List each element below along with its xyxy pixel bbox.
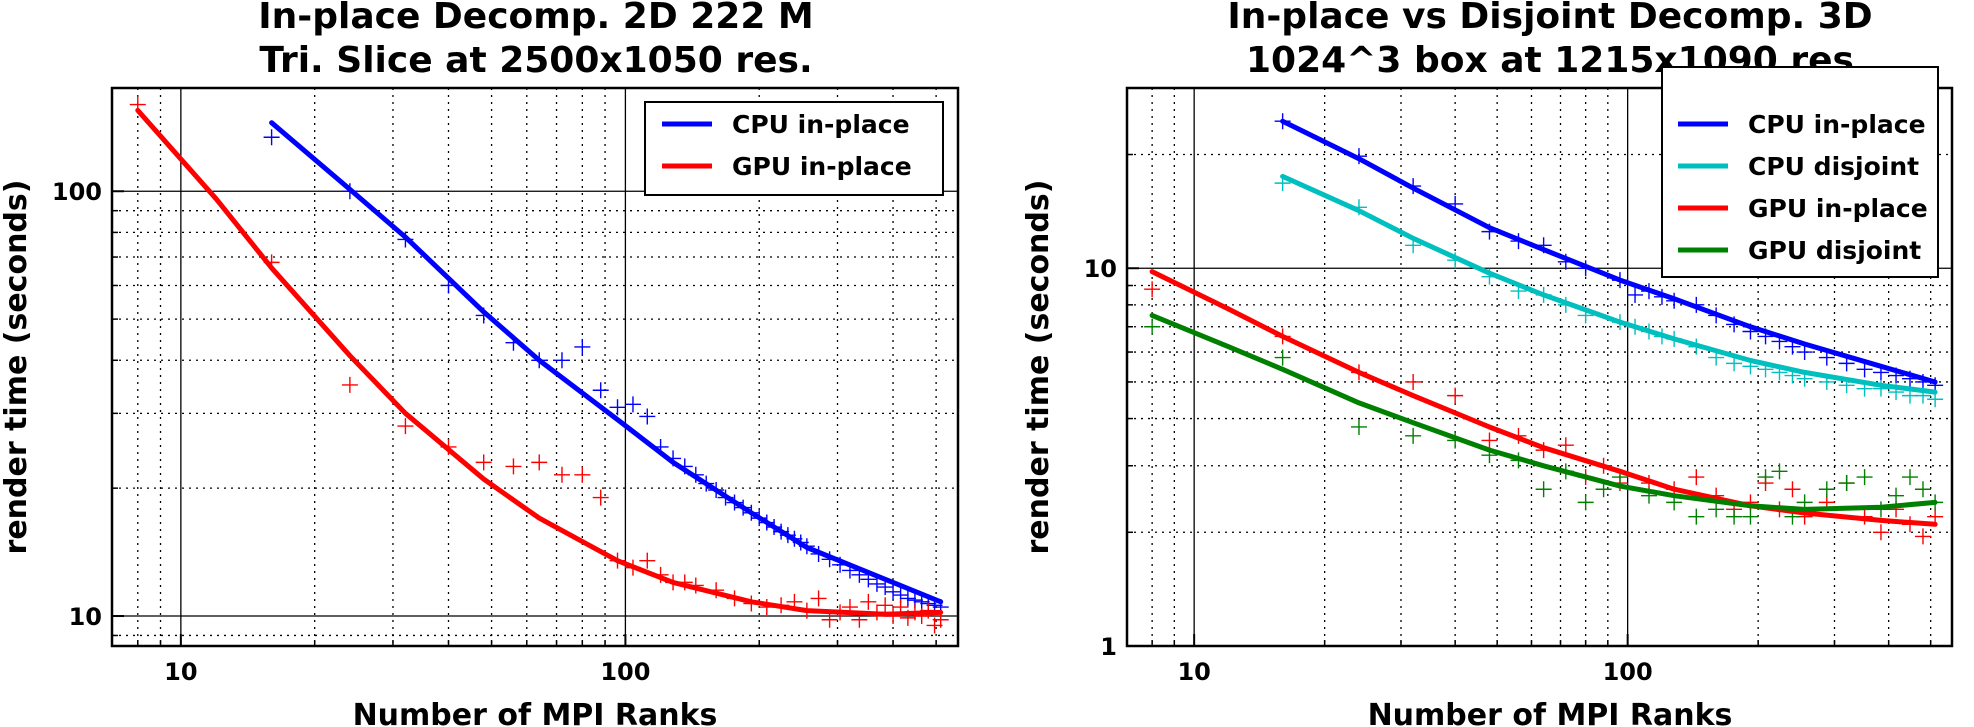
series-line-gpu-disjoint bbox=[1149, 312, 1938, 512]
data-point-marker bbox=[263, 129, 280, 146]
data-point-marker bbox=[1856, 469, 1873, 486]
data-point-marker bbox=[1688, 508, 1705, 525]
legend-entry-gpu-in-place: GPU in-place bbox=[732, 152, 912, 181]
series-points-gpu-in-place bbox=[1144, 281, 1944, 545]
data-point-marker bbox=[1144, 318, 1161, 335]
y-tick-label: 100 bbox=[52, 178, 102, 206]
data-point-marker bbox=[1901, 469, 1918, 486]
data-point-marker bbox=[1350, 418, 1367, 435]
data-point-marker bbox=[860, 593, 877, 610]
legend-entry-gpu-disjoint: GPU disjoint bbox=[1748, 236, 1921, 265]
legend-entry-cpu-in-place: CPU in-place bbox=[732, 110, 910, 139]
y-axis-label: render time (seconds) bbox=[0, 180, 34, 555]
data-point-marker bbox=[810, 590, 827, 607]
series-line-cpu-in-place bbox=[1280, 118, 1938, 385]
series-line-cpu-in-place bbox=[269, 120, 944, 605]
data-point-marker bbox=[1274, 349, 1291, 366]
legend-entry-cpu-disjoint: CPU disjoint bbox=[1748, 152, 1919, 181]
data-point-marker bbox=[1405, 373, 1422, 390]
data-point-marker bbox=[1872, 524, 1889, 541]
series-line-gpu-in-place bbox=[1149, 269, 1938, 527]
y-tick-label: 10 bbox=[1084, 255, 1117, 283]
chart-title: In-place Decomp. 2D 222 M bbox=[258, 0, 814, 37]
chart-left: In-place Decomp. 2D 222 M Tri. Slice at … bbox=[0, 0, 960, 727]
data-point-marker bbox=[1784, 481, 1801, 498]
data-point-marker bbox=[1914, 481, 1931, 498]
data-point-marker bbox=[505, 458, 522, 475]
x-axis-label: Number of MPI Ranks bbox=[1368, 698, 1733, 727]
data-point-marker bbox=[531, 454, 548, 471]
data-point-marker bbox=[1557, 437, 1574, 454]
data-point-marker bbox=[341, 376, 358, 393]
x-tick-label: 100 bbox=[1603, 658, 1653, 686]
chart-right: In-place vs Disjoint Decomp. 3D 1024^3 b… bbox=[1021, 0, 1954, 727]
data-point-marker bbox=[821, 611, 838, 628]
data-point-marker bbox=[609, 399, 626, 416]
y-tick-label: 1 bbox=[1100, 633, 1117, 661]
series-line-cpu-disjoint bbox=[1280, 173, 1938, 395]
data-point-marker bbox=[1144, 281, 1161, 298]
data-point-marker bbox=[1481, 432, 1498, 449]
data-point-marker bbox=[592, 382, 609, 399]
data-point-marker bbox=[1818, 481, 1835, 498]
data-point-marker bbox=[1577, 494, 1594, 511]
chart-subtitle: Tri. Slice at 2500x1050 res. bbox=[259, 40, 812, 81]
x-tick-label: 100 bbox=[600, 658, 650, 686]
data-point-marker bbox=[1708, 501, 1725, 518]
data-point-marker bbox=[1771, 463, 1788, 480]
data-point-marker bbox=[1757, 469, 1774, 486]
plot-frame bbox=[1125, 86, 1954, 648]
data-point-marker bbox=[1535, 481, 1552, 498]
legend-box bbox=[1661, 66, 1939, 278]
data-point-marker bbox=[1888, 487, 1905, 504]
series-line-gpu-in-place bbox=[135, 107, 944, 617]
chart-title: In-place vs Disjoint Decomp. 3D bbox=[1227, 0, 1872, 37]
y-tick-label: 10 bbox=[69, 603, 102, 631]
legend-entry-cpu-in-place: CPU in-place bbox=[1748, 110, 1926, 139]
data-point-marker bbox=[1838, 475, 1855, 492]
data-point-marker bbox=[877, 597, 894, 614]
data-point-marker bbox=[899, 590, 916, 607]
data-point-marker bbox=[1914, 528, 1931, 545]
data-point-marker bbox=[475, 454, 492, 471]
data-point-marker bbox=[397, 418, 414, 435]
data-point-marker bbox=[639, 552, 656, 569]
data-point-marker bbox=[1742, 508, 1759, 525]
data-point-marker bbox=[553, 352, 570, 369]
plot-frame bbox=[110, 86, 960, 648]
data-point-marker bbox=[1726, 508, 1743, 525]
data-point-marker bbox=[1796, 344, 1813, 361]
data-point-marker bbox=[1688, 469, 1705, 486]
data-point-marker bbox=[624, 396, 641, 413]
data-point-marker bbox=[553, 466, 570, 483]
data-point-marker bbox=[885, 583, 902, 600]
x-tick-label: 10 bbox=[164, 658, 197, 686]
legend: CPU in-place CPU disjoint GPU in-place G… bbox=[1661, 66, 1939, 278]
legend-box bbox=[644, 101, 944, 196]
data-point-marker bbox=[1627, 286, 1644, 303]
data-point-marker bbox=[1447, 387, 1464, 404]
legend: CPU in-place GPU in-place bbox=[644, 101, 944, 196]
data-point-marker bbox=[1405, 427, 1422, 444]
data-point-marker bbox=[574, 466, 591, 483]
x-axis-label: Number of MPI Ranks bbox=[353, 698, 718, 727]
data-point-marker bbox=[639, 408, 656, 425]
legend-entry-gpu-in-place: GPU in-place bbox=[1748, 194, 1928, 223]
x-tick-label: 10 bbox=[1177, 658, 1210, 686]
data-point-marker bbox=[592, 489, 609, 506]
y-axis-label: render time (seconds) bbox=[1021, 180, 1056, 555]
data-point-marker bbox=[574, 338, 591, 355]
